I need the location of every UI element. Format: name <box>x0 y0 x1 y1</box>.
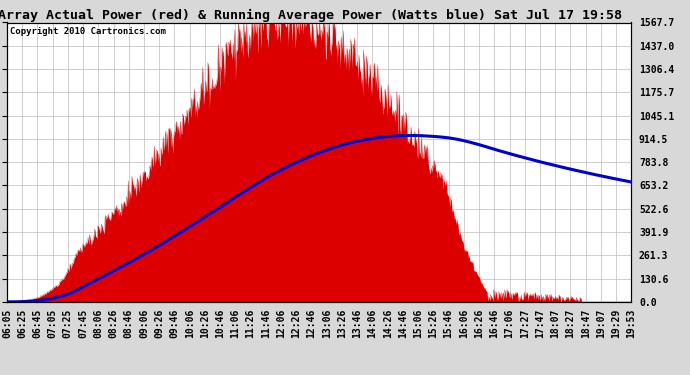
Text: East Array Actual Power (red) & Running Average Power (Watts blue) Sat Jul 17 19: East Array Actual Power (red) & Running … <box>0 9 622 22</box>
Text: Copyright 2010 Cartronics.com: Copyright 2010 Cartronics.com <box>10 27 166 36</box>
